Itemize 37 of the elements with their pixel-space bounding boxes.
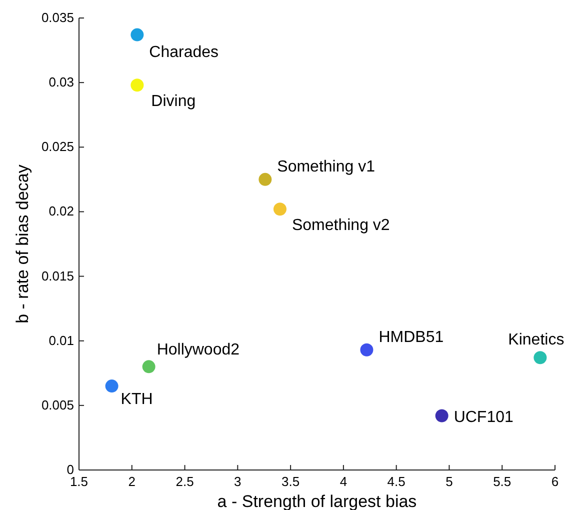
point (142, 360, 156, 374)
y-tick-label: 0 (66, 462, 74, 477)
series-label: UCF101 (454, 408, 514, 426)
y-tick-label: 0.005 (41, 397, 74, 412)
series-label: Kinetics (508, 332, 564, 349)
series-label: Something v1 (277, 158, 376, 176)
x-tick-label: 3.5 (282, 474, 300, 489)
y-axis-title: b - rate of bias decay (13, 164, 32, 324)
point (435, 409, 448, 422)
x-tick-label: 2 (128, 474, 136, 489)
y-tick-label: 0.025 (41, 139, 74, 154)
point (258, 172, 272, 186)
y-tick-label: 0.01 (48, 332, 74, 348)
x-tick-label: 3 (234, 474, 242, 489)
x-tick-label: 5 (446, 474, 453, 489)
point (130, 28, 144, 42)
y-tick-label: 0.015 (41, 268, 74, 284)
x-tick-label: 1.5 (70, 474, 88, 489)
x-tick-label: 4 (340, 474, 348, 489)
series-label: Something v2 (292, 217, 390, 234)
x-tick-label: 6 (551, 474, 559, 489)
point (273, 202, 286, 216)
series-label: Hollywood2 (156, 342, 240, 359)
point (130, 78, 144, 92)
y-tick-label: 0.035 (41, 10, 74, 25)
series-label: Diving (151, 93, 196, 110)
x-tick-label: 5.5 (493, 474, 512, 489)
x-tick-label: 4.5 (387, 474, 406, 489)
series-label: KTH (120, 391, 153, 408)
point (534, 351, 547, 364)
point (105, 380, 118, 393)
series-label: Charades (149, 44, 219, 61)
x-tick-label: 2.5 (176, 474, 194, 489)
y-tick-label: 0.03 (48, 74, 74, 90)
series-label: HMDB51 (378, 328, 444, 346)
y-tick-label: 0.02 (48, 204, 74, 219)
point (360, 343, 374, 356)
